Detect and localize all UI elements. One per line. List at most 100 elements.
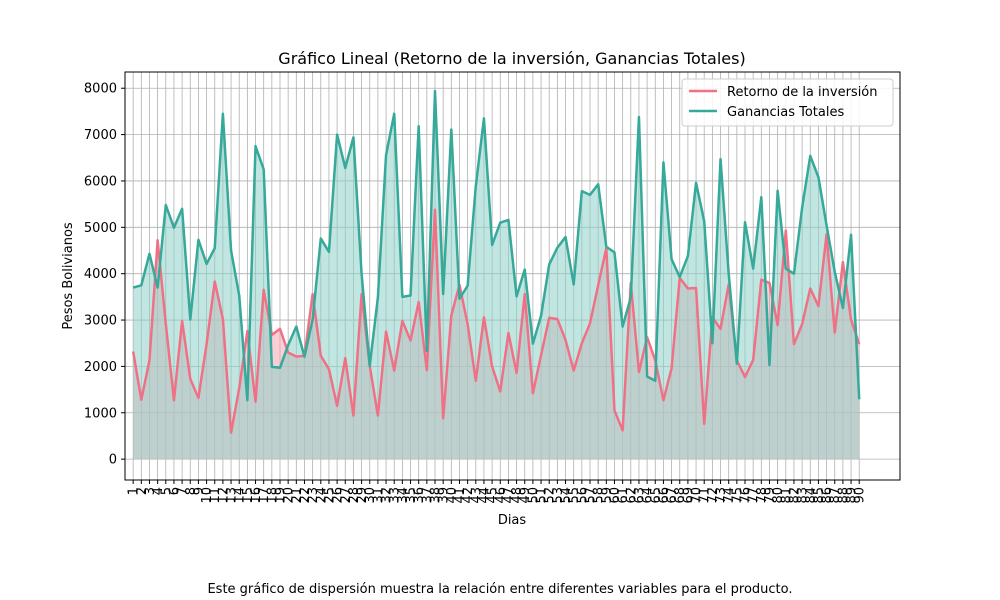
x-tick-label: 2 <box>135 487 150 495</box>
legend-label-1: Ganancias Totales <box>727 105 844 120</box>
x-tick-label: 86 <box>820 487 835 504</box>
x-tick-label: 77 <box>747 487 762 504</box>
x-tick-label: 64 <box>641 487 656 504</box>
x-tick-label: 56 <box>575 487 590 504</box>
x-tick-label: 90 <box>853 487 868 504</box>
x-tick-label: 15 <box>241 487 256 504</box>
x-tick-label: 83 <box>796 487 811 504</box>
x-tick-label: 80 <box>771 487 786 504</box>
x-tick-label: 36 <box>412 487 427 504</box>
chart-title: Gráfico Lineal (Retorno de la inversión,… <box>278 49 745 68</box>
x-tick-label: 76 <box>739 487 754 504</box>
x-tick-label: 47 <box>502 487 517 504</box>
x-tick-label: 8 <box>184 487 199 495</box>
x-tick-label: 7 <box>176 487 191 495</box>
x-tick-label: 69 <box>681 487 696 504</box>
x-tick-label: 75 <box>730 487 745 504</box>
x-tick-label: 85 <box>812 487 827 504</box>
x-tick-label: 89 <box>845 487 860 504</box>
x-tick-label: 57 <box>584 487 599 504</box>
x-tick-label: 63 <box>632 487 647 504</box>
x-tick-label: 11 <box>208 487 223 504</box>
x-tick-label: 14 <box>233 487 248 504</box>
legend: Retorno de la inversión Ganancias Totale… <box>681 78 894 127</box>
legend-box <box>681 78 894 127</box>
x-tick-label: 50 <box>526 487 541 504</box>
x-tick-label: 73 <box>714 487 729 504</box>
x-tick-label: 6 <box>167 487 182 495</box>
x-tick-label: 45 <box>486 487 501 504</box>
x-tick-label: 16 <box>249 487 264 504</box>
x-tick-label: 30 <box>363 487 378 504</box>
chart-caption: Este gráfico de dispersión muestra la re… <box>207 582 793 597</box>
y-tick-label: 3000 <box>84 314 117 329</box>
x-tick-label: 54 <box>559 487 574 504</box>
series-lines <box>131 89 861 434</box>
y-tick-label: 6000 <box>84 174 117 189</box>
x-tick-label: 31 <box>371 487 386 504</box>
x-tick-label: 59 <box>600 487 615 504</box>
x-tick-label: 19 <box>274 487 289 504</box>
x-tick-label: 82 <box>787 487 802 504</box>
x-tick-label: 20 <box>282 487 297 504</box>
x-tick-label: 32 <box>380 487 395 504</box>
x-tick-label: 5 <box>159 487 174 495</box>
x-tick-label: 81 <box>779 487 794 504</box>
series-line-0 <box>131 208 861 434</box>
x-tick-label: 22 <box>298 487 313 504</box>
x-tick-label: 67 <box>665 487 680 504</box>
x-tick-label: 33 <box>388 487 403 504</box>
x-tick-label: 26 <box>331 487 346 504</box>
x-tick-label: 25 <box>322 487 337 504</box>
x-tick-label: 23 <box>306 487 321 504</box>
y-tick-label: 4000 <box>84 267 117 282</box>
y-axis: 0 1000 2000 3000 4000 5000 6000 7000 8000 <box>84 82 125 468</box>
x-tick-label: 39 <box>437 487 452 504</box>
area-fills <box>133 91 860 460</box>
x-tick-label: 35 <box>404 487 419 504</box>
x-tick-label: 21 <box>290 487 305 504</box>
x-tick-label: 58 <box>592 487 607 504</box>
x-tick-label: 41 <box>453 487 468 504</box>
series-line-1 <box>132 89 861 402</box>
x-tick-label: 40 <box>445 487 460 504</box>
x-tick-label: 1 <box>127 487 142 495</box>
x-tick-label: 60 <box>608 487 623 504</box>
plot-frame <box>124 71 901 481</box>
x-tick-label: 68 <box>673 487 688 504</box>
x-tick-label: 84 <box>804 487 819 504</box>
x-tick-label: 70 <box>690 487 705 504</box>
x-tick-label: 28 <box>347 487 362 504</box>
x-tick-label: 51 <box>535 487 550 504</box>
x-tick-label: 79 <box>763 487 778 504</box>
x-tick-label: 87 <box>828 487 843 504</box>
y-tick-label: 8000 <box>84 82 117 97</box>
x-tick-label: 74 <box>722 487 737 504</box>
x-tick-label: 34 <box>396 487 411 504</box>
x-tick-label: 62 <box>624 487 639 504</box>
x-tick-label: 72 <box>706 487 721 504</box>
x-axis: 1234567891011121314151617181920212223242… <box>127 480 868 504</box>
x-tick-label: 66 <box>657 487 672 504</box>
x-tick-label: 88 <box>836 487 851 504</box>
x-tick-label: 38 <box>429 487 444 504</box>
x-tick-label: 65 <box>649 487 664 504</box>
x-tick-label: 48 <box>510 487 525 504</box>
x-tick-label: 71 <box>698 487 713 504</box>
x-tick-label: 17 <box>257 487 272 504</box>
x-tick-label: 53 <box>551 487 566 504</box>
x-tick-label: 61 <box>616 487 631 504</box>
x-tick-label: 27 <box>339 487 354 504</box>
x-tick-label: 3 <box>143 487 158 495</box>
x-tick-label: 42 <box>461 487 476 504</box>
x-tick-label: 52 <box>543 487 558 504</box>
y-tick-label: 1000 <box>84 406 117 421</box>
y-axis-label: Pesos Bolivianos <box>61 222 76 330</box>
area-fill-1 <box>133 91 860 460</box>
y-tick-label: 0 <box>109 453 117 468</box>
x-tick-label: 44 <box>477 487 492 504</box>
x-tick-label: 9 <box>192 487 207 495</box>
x-tick-label: 10 <box>200 487 215 504</box>
x-tick-label: 12 <box>216 487 231 504</box>
